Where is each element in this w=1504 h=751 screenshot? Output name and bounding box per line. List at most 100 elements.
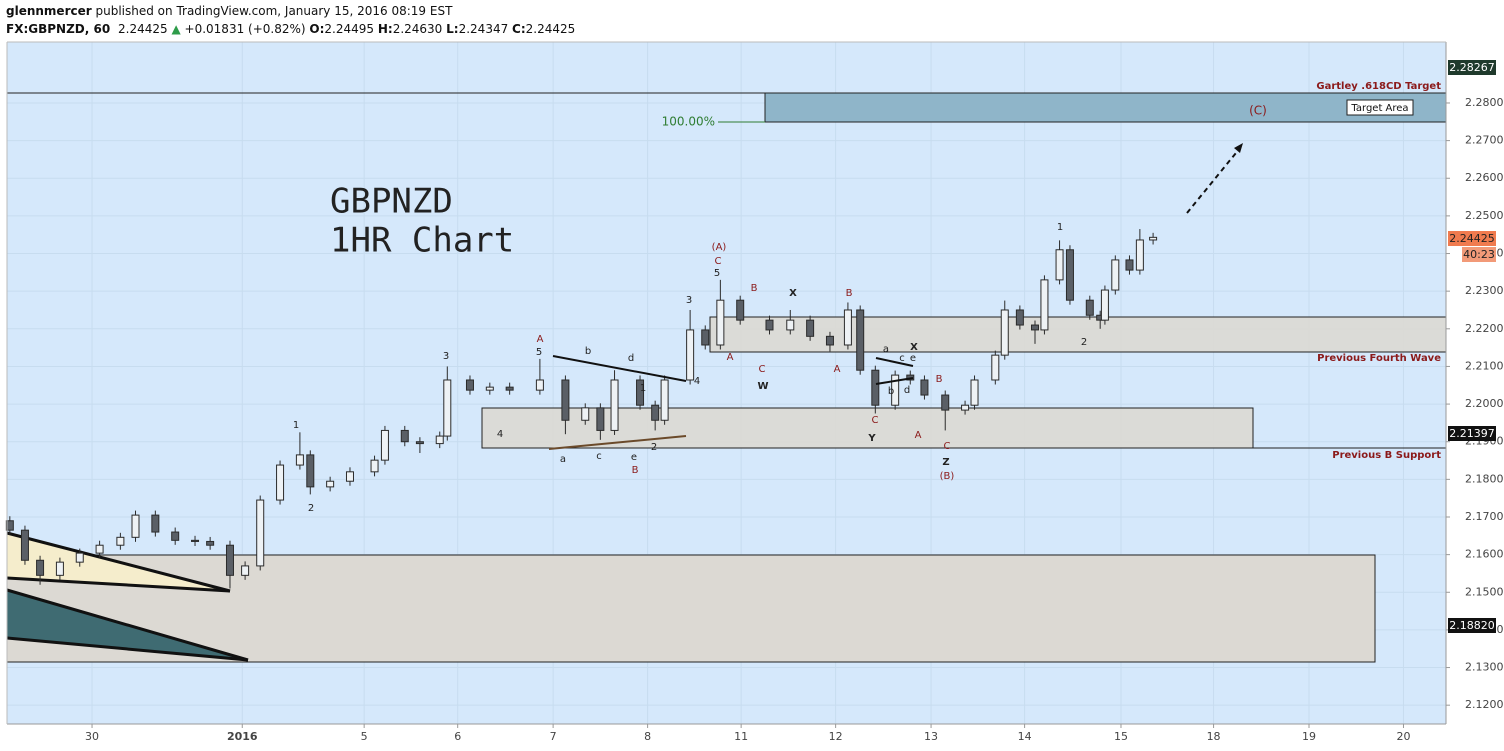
wave-label: 1 bbox=[1057, 222, 1063, 233]
wave-label: 5 bbox=[536, 347, 542, 358]
wave-label: 2 bbox=[1081, 337, 1087, 348]
candle-body bbox=[596, 407, 605, 431]
candle-body bbox=[941, 394, 950, 411]
symbol: FX:GBPNZD, 60 bbox=[6, 22, 110, 36]
trend-line bbox=[552, 355, 687, 382]
drawing-label: Previous Fourth Wave bbox=[1317, 353, 1441, 364]
candle-body bbox=[505, 386, 514, 391]
candle-body bbox=[871, 369, 880, 406]
candle-body bbox=[581, 407, 590, 421]
candle-body bbox=[95, 544, 104, 554]
drawing-label: Gartley .618CD Target bbox=[1316, 81, 1441, 92]
wave-label: C bbox=[872, 415, 879, 426]
candle-body bbox=[191, 539, 200, 542]
candle-body bbox=[171, 531, 180, 541]
candle-body bbox=[856, 309, 865, 371]
candle-body bbox=[736, 299, 745, 321]
wave-label: (B) bbox=[940, 471, 955, 482]
chart-subtitle: 1HR Chart bbox=[330, 221, 514, 261]
candle-body bbox=[1030, 324, 1039, 331]
y-tick-label: 2.22000 bbox=[1465, 322, 1504, 335]
trend-line bbox=[6, 588, 249, 662]
candle-body bbox=[660, 379, 669, 421]
candle-body bbox=[241, 565, 250, 576]
candle-body bbox=[535, 379, 544, 391]
trendlines bbox=[548, 355, 914, 450]
candle-body bbox=[1065, 249, 1074, 301]
wave-label: 1 bbox=[293, 420, 299, 431]
wave-label: e bbox=[910, 353, 916, 364]
wave-label: Z bbox=[942, 457, 949, 468]
wave-label: C bbox=[715, 256, 722, 267]
y-tick-label: 2.18000 bbox=[1465, 472, 1504, 485]
axis-tag: 2.18820 bbox=[1449, 619, 1495, 632]
x-tick-label: 7 bbox=[550, 730, 557, 743]
x-tick-label: 12 bbox=[829, 730, 843, 743]
candle-body bbox=[961, 404, 970, 411]
candle-body bbox=[686, 329, 695, 381]
projection-arrow bbox=[1186, 147, 1241, 214]
drawing-label: Previous B Support bbox=[1332, 450, 1441, 461]
y-tick-label: 2.21000 bbox=[1465, 359, 1504, 372]
y-tick-label: 2.15000 bbox=[1465, 585, 1504, 598]
x-tick-label: 14 bbox=[1018, 730, 1032, 743]
wave-label: b bbox=[888, 386, 894, 397]
candle-body bbox=[970, 379, 979, 406]
candle-body bbox=[225, 544, 234, 576]
wave-label: a bbox=[883, 344, 889, 355]
open: 2.24495 bbox=[324, 22, 374, 36]
candle-body bbox=[1135, 239, 1144, 271]
quote-line: FX:GBPNZD, 60 2.24425 ▲ +0.01831 (+0.82%… bbox=[6, 22, 575, 36]
y-tick-label: 2.17000 bbox=[1465, 510, 1504, 523]
candle-body bbox=[1149, 236, 1158, 241]
wave-label: a bbox=[560, 454, 566, 465]
candle-body bbox=[5, 520, 14, 531]
arrow-head bbox=[1234, 143, 1243, 153]
axis-tag-bg bbox=[1448, 618, 1496, 633]
wave-label: 3 bbox=[686, 295, 692, 306]
x-tick-label: 5 bbox=[361, 730, 368, 743]
wave-label: d bbox=[904, 385, 910, 396]
trend-line bbox=[875, 357, 914, 367]
label-box bbox=[1346, 99, 1414, 116]
candle-body bbox=[295, 454, 304, 466]
chart-title: GBPNZD bbox=[330, 182, 453, 222]
wave-label: B bbox=[751, 283, 758, 294]
published: published on TradingView.com, January 15… bbox=[96, 4, 454, 18]
y-tick-label: 2.16000 bbox=[1465, 548, 1504, 561]
wave-label: A bbox=[915, 430, 922, 441]
y-tick-label: 2.23000 bbox=[1465, 284, 1504, 297]
trend-line bbox=[6, 576, 231, 593]
wave-label: 4 bbox=[497, 429, 503, 440]
y-tick-label: 2.28000 bbox=[1465, 96, 1504, 109]
axis-tag: 2.28267 bbox=[1449, 61, 1495, 74]
candle-body bbox=[20, 529, 29, 561]
last-price: 2.24425 bbox=[118, 22, 168, 36]
trend-line bbox=[548, 435, 687, 450]
wave-label: 1 bbox=[640, 383, 646, 394]
x-tick-label: 11 bbox=[734, 730, 748, 743]
candle-body bbox=[326, 480, 335, 488]
wave-label: A bbox=[834, 364, 841, 375]
x-tick-label: 6 bbox=[454, 730, 461, 743]
header-line: glennmercer published on TradingView.com… bbox=[6, 4, 453, 18]
wave-label: B bbox=[846, 288, 853, 299]
candle-body bbox=[306, 454, 315, 488]
wave-label: C bbox=[944, 441, 951, 452]
candle-body bbox=[116, 536, 125, 546]
close-label: C: bbox=[512, 22, 526, 36]
candle-body bbox=[701, 329, 710, 346]
zone-box bbox=[481, 407, 1254, 449]
candle-body bbox=[435, 435, 444, 445]
wave-label: X bbox=[789, 288, 797, 299]
candles bbox=[5, 229, 1158, 589]
candle-body bbox=[485, 386, 494, 391]
candle-body bbox=[786, 319, 795, 331]
candle-body bbox=[920, 379, 929, 396]
user: glennmercer bbox=[6, 4, 92, 18]
candle-body bbox=[276, 464, 285, 501]
trend-line bbox=[6, 636, 249, 662]
low-label: L: bbox=[446, 22, 458, 36]
